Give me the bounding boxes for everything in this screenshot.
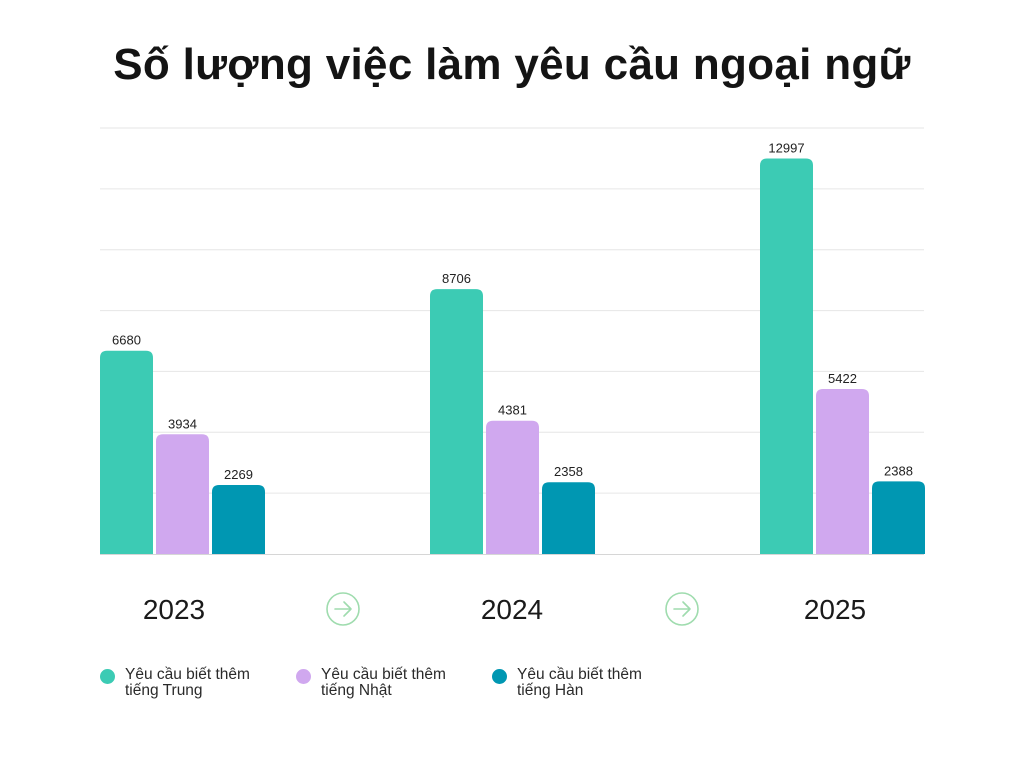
legend-swatch-nhat: [296, 669, 311, 684]
legend-item-han: Yêu cầu biết thêm tiếng Hàn: [492, 667, 688, 699]
data-label-nhat-2023: 3934: [168, 416, 197, 431]
legend-item-nhat: Yêu cầu biết thêm tiếng Nhật: [296, 667, 492, 699]
bar-nhat-2024: [486, 420, 539, 554]
chart-title: Số lượng việc làm yêu cầu ngoại ngữ: [113, 40, 911, 89]
data-label-han-2024: 2358: [554, 464, 583, 479]
bar-han-2023: [212, 484, 265, 554]
bar-nhat-2025: [816, 389, 869, 554]
bar-trung-2023: [100, 350, 153, 554]
legend: Yêu cầu biết thêm tiếng Trung Yêu cầu bi…: [100, 667, 688, 699]
legend-swatch-trung: [100, 669, 115, 684]
legend-item-trung: Yêu cầu biết thêm tiếng Trung: [100, 667, 296, 699]
bar-trung-2025: [760, 158, 813, 555]
legend-label-han: Yêu cầu biết thêm tiếng Hàn: [517, 666, 642, 699]
legend-label-trung: Yêu cầu biết thêm tiếng Trung: [125, 666, 250, 699]
data-label-trung-2025: 12997: [768, 141, 804, 156]
arrow-right-icon: [326, 592, 360, 626]
x-tick-label-2023: 2023: [143, 594, 205, 625]
bar-nhat-2023: [156, 434, 209, 554]
bar-trung-2024: [430, 289, 483, 554]
legend-swatch-han: [492, 669, 507, 684]
x-tick-label-2025: 2025: [804, 594, 866, 625]
data-label-han-2023: 2269: [224, 467, 253, 482]
data-label-trung-2023: 6680: [112, 333, 141, 348]
data-label-han-2025: 2388: [884, 463, 913, 478]
data-label-nhat-2024: 4381: [498, 403, 527, 418]
x-tick-label-2024: 2024: [481, 594, 543, 625]
bar-han-2024: [542, 482, 595, 554]
data-label-trung-2024: 8706: [442, 271, 471, 286]
arrow-right-icon: [665, 592, 699, 626]
legend-label-nhat: Yêu cầu biết thêm tiếng Nhật: [321, 666, 446, 699]
data-label-nhat-2025: 5422: [828, 371, 857, 386]
bar-han-2025: [872, 481, 925, 554]
